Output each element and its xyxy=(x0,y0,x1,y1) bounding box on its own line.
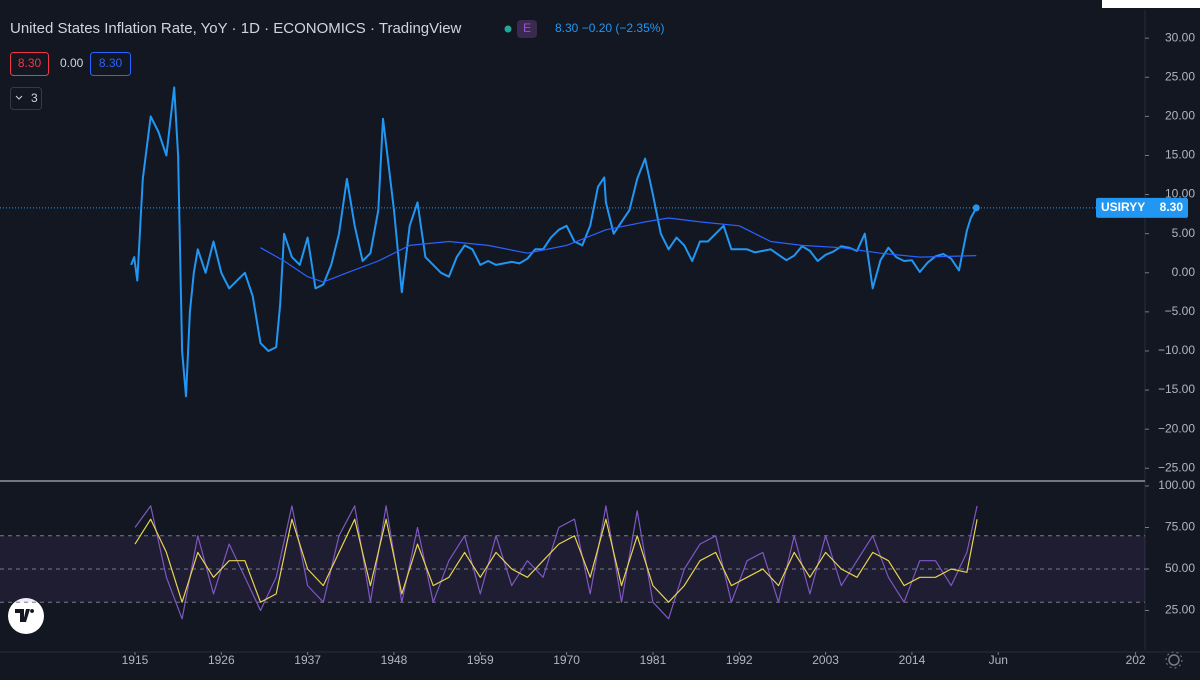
price-tag-value: 8.30 xyxy=(1160,200,1184,214)
title: United States Inflation Rate, YoY · 1D ·… xyxy=(10,20,462,37)
y-tick-label: −25.00 xyxy=(1158,460,1195,474)
y-tick-label: −10.00 xyxy=(1158,343,1195,357)
y-tick-label: 50.00 xyxy=(1165,561,1195,575)
y-tick-label: 10.00 xyxy=(1165,187,1195,201)
last-point xyxy=(972,204,980,212)
y-tick-label: 25.00 xyxy=(1165,69,1195,83)
price-tag-symbol: USIRYY xyxy=(1101,200,1145,214)
x-tick-label: 2003 xyxy=(812,653,839,667)
badge-bg xyxy=(517,20,537,38)
price-tag xyxy=(1096,197,1188,218)
window-tab xyxy=(1102,0,1200,8)
x-tick-label: 1959 xyxy=(467,653,494,667)
y-tick-label: −5.00 xyxy=(1165,304,1196,318)
x-tick-label: 1948 xyxy=(381,653,408,667)
y-tick-label: 30.00 xyxy=(1165,30,1195,44)
y-tick-label: −15.00 xyxy=(1158,382,1195,396)
x-tick-label: Jun xyxy=(989,653,1008,667)
badge: E xyxy=(523,21,531,35)
series-line xyxy=(134,505,978,620)
collapse-button[interactable] xyxy=(10,87,42,110)
y-tick-label: 15.00 xyxy=(1165,148,1195,162)
y-tick-label: 20.00 xyxy=(1165,109,1195,123)
legend-box[interactable] xyxy=(10,52,49,76)
header: United States Inflation Rate, YoY · 1D ·… xyxy=(10,20,664,110)
last-quote: 8.30 −0.20 (−2.35%) xyxy=(555,21,664,35)
legend-value: 8.30 xyxy=(18,56,42,70)
y-tick-label: 25.00 xyxy=(1165,603,1195,617)
status-dot xyxy=(504,25,512,33)
chevron xyxy=(15,95,23,100)
x-tick-label: 1915 xyxy=(122,653,149,667)
x-tick-label: 202 xyxy=(1126,653,1146,667)
y-tick-label: 5.00 xyxy=(1172,226,1196,240)
x-tick-label: 1926 xyxy=(208,653,235,667)
x-tick-label: 1992 xyxy=(726,653,753,667)
y-tick-label: 100.00 xyxy=(1158,478,1195,492)
legend-value: 8.30 xyxy=(99,56,123,70)
y-tick-label: 75.00 xyxy=(1165,520,1195,534)
series-line xyxy=(134,518,978,603)
x-tick-label: 2014 xyxy=(899,653,926,667)
x-tick-label: 1970 xyxy=(553,653,580,667)
settings-icon[interactable] xyxy=(1165,651,1183,669)
legend-value: 0.00 xyxy=(60,56,84,70)
x-tick-label: 1937 xyxy=(294,653,321,667)
series-line xyxy=(130,86,978,398)
tv-logo[interactable] xyxy=(8,598,44,634)
y-tick-label: 0.00 xyxy=(1172,265,1196,279)
collapse-count: 3 xyxy=(31,91,38,105)
series-line xyxy=(260,217,977,283)
legend-box[interactable] xyxy=(90,52,131,76)
y-tick-label: −20.00 xyxy=(1158,421,1195,435)
x-tick-label: 1981 xyxy=(640,653,667,667)
